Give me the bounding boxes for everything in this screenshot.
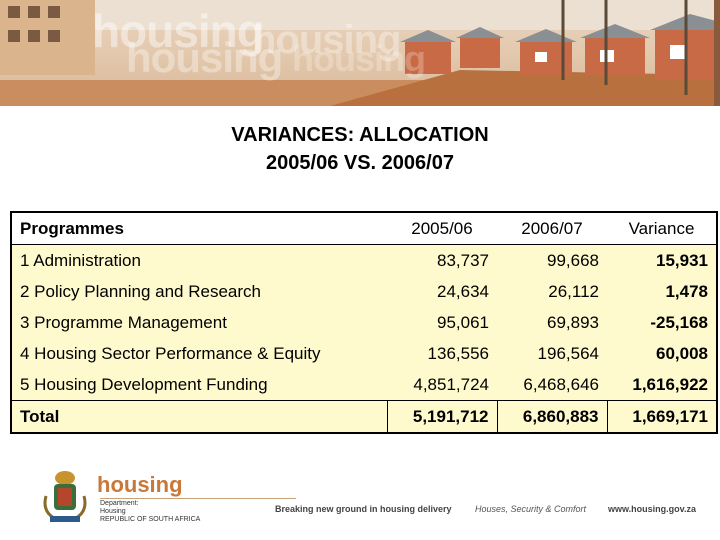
value-2005-06: 24,634: [437, 281, 489, 301]
department-text: Department: Housing REPUBLIC OF SOUTH AF…: [100, 500, 200, 524]
programme-cell: 5 Housing Development Funding: [20, 374, 268, 394]
table-header-row: Programmes 2005/06 2006/07 Variance: [11, 212, 717, 245]
value-2005-06: 95,061: [437, 312, 489, 332]
total-variance: 1,669,171: [606, 400, 717, 433]
value-2006-07: 6,468,646: [523, 374, 599, 394]
houses-photo: [0, 0, 720, 106]
header-variance: Variance: [607, 212, 717, 245]
value-2006-07: 99,668: [547, 250, 599, 270]
variance-value: 15,931: [656, 250, 708, 270]
value-2006-07: 26,112: [548, 281, 599, 301]
variance-value: -25,168: [650, 312, 708, 332]
footer-divider: [100, 498, 296, 499]
header-2006-07: 2006/07: [497, 212, 607, 245]
programme-cell: 3 Programme Management: [20, 312, 227, 332]
value-2005-06: 136,556: [427, 343, 489, 363]
value-2006-07: 196,564: [537, 343, 599, 363]
programme-cell: 4 Housing Sector Performance & Equity: [20, 343, 321, 363]
header-2005-06: 2005/06: [387, 212, 497, 245]
slide-title-line1: VARIANCES: ALLOCATION: [231, 124, 489, 146]
table-row: 5 Housing Development Funding 4,851,724 …: [11, 369, 717, 401]
programme-cell: 2 Policy Planning and Research: [20, 281, 261, 301]
banner-watermark: housing: [292, 38, 426, 79]
total-label: Total: [11, 400, 387, 433]
department-line: Housing: [100, 508, 126, 515]
variance-value: 1,478: [665, 281, 708, 301]
value-2005-06: 83,737: [437, 250, 489, 270]
department-line: Department:: [100, 500, 139, 507]
variance-table: Programmes 2005/06 2006/07 Variance 1 Ad…: [10, 211, 718, 434]
banner-watermark: housing: [252, 18, 402, 62]
value-2005-06: 4,851,724: [413, 374, 489, 394]
header-banner: housing housing housing housing: [0, 0, 720, 106]
total-2005-06: 5,191,712: [386, 400, 497, 433]
total-2006-07: 6,860,883: [496, 400, 607, 433]
banner-watermark: housing: [126, 34, 283, 81]
variance-value: 60,008: [656, 343, 708, 363]
programme-cell: 1 Administration: [20, 250, 141, 270]
value-2006-07: 69,893: [547, 312, 599, 332]
variance-value: 1,616,922: [632, 374, 708, 394]
header-programmes: Programmes: [11, 212, 387, 245]
tagline-breaking-ground: Breaking new ground in housing delivery: [275, 504, 452, 514]
table-row: 1 Administration 83,737 99,668 15,931: [11, 244, 717, 276]
table-row: 3 Programme Management 95,061 69,893 -25…: [11, 307, 717, 338]
slide-title-line2: 2005/06 VS. 2006/07: [266, 152, 454, 174]
website-link[interactable]: www.housing.gov.za: [608, 504, 697, 514]
total-row: Total 5,191,712 6,860,883 1,669,171: [11, 400, 717, 433]
table-row: 4 Housing Sector Performance & Equity 13…: [11, 338, 717, 369]
housing-brand: housing: [97, 472, 183, 497]
department-line: REPUBLIC OF SOUTH AFRICA: [100, 516, 201, 523]
tagline-houses-security: Houses, Security & Comfort: [475, 504, 587, 514]
table-row: 2 Policy Planning and Research 24,634 26…: [11, 276, 717, 307]
coat-of-arms-logo: [43, 471, 87, 522]
banner-watermark: housing: [92, 5, 265, 57]
